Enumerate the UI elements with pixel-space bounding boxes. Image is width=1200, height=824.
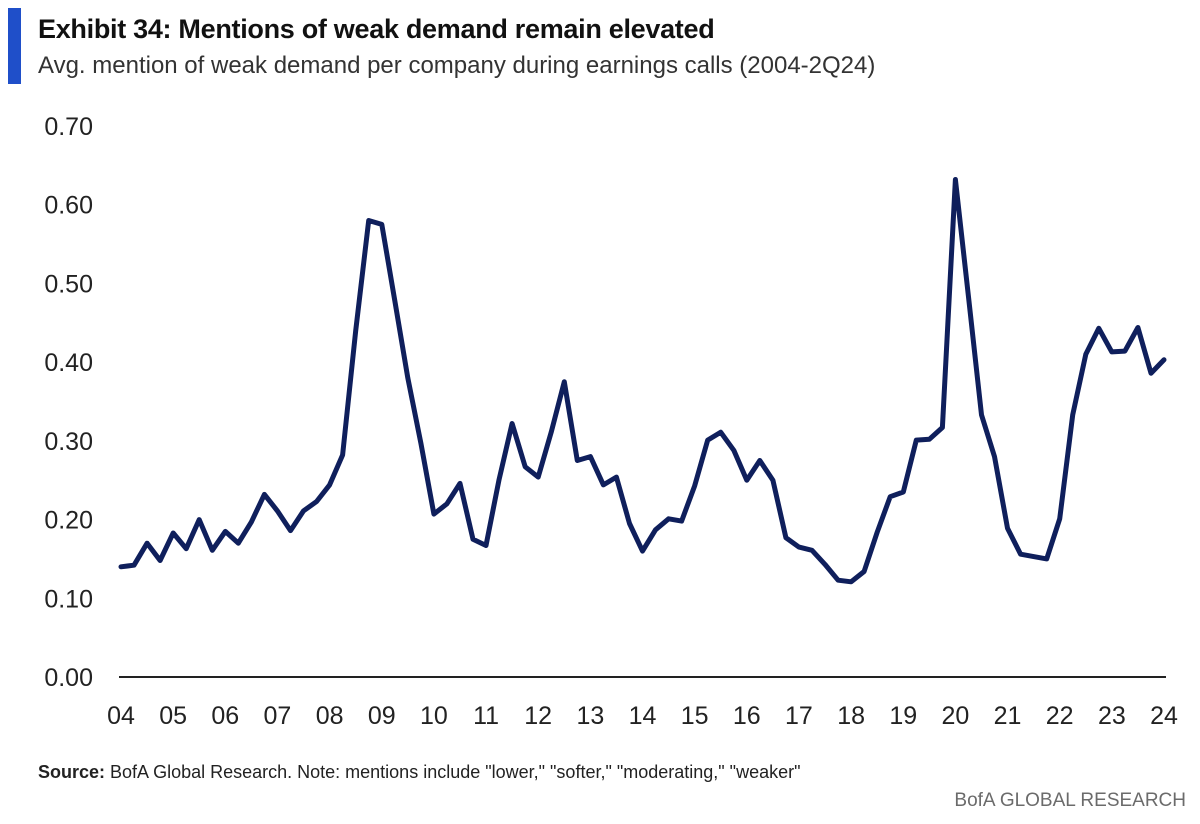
x-tick-label: 06 [211, 702, 239, 730]
x-tick-label: 16 [733, 702, 761, 730]
x-tick-label: 18 [837, 702, 865, 730]
brand-footer: BofA GLOBAL RESEARCH [954, 790, 1186, 811]
chart-title: Exhibit 34: Mentions of weak demand rema… [38, 14, 715, 44]
x-tick-label: 21 [994, 702, 1022, 730]
y-tick-label: 0.30 [44, 428, 93, 456]
x-tick-label: 13 [576, 702, 604, 730]
x-tick-label: 10 [420, 702, 448, 730]
y-tick-label: 0.10 [44, 585, 93, 613]
x-tick-label: 08 [316, 702, 344, 730]
x-tick-label: 20 [941, 702, 969, 730]
x-tick-label: 17 [785, 702, 813, 730]
x-tick-label: 04 [107, 702, 135, 730]
y-tick-label: 0.00 [44, 664, 93, 692]
line-chart: 0.000.100.200.300.400.500.600.70 04 05 06 0… [44, 113, 1178, 730]
x-tick-label: 22 [1046, 702, 1074, 730]
x-tick-label: 24 [1150, 702, 1178, 730]
source-label: Source: [38, 762, 106, 782]
series-line [118, 177, 1167, 585]
x-tick-label: 14 [629, 702, 657, 730]
y-tick-label: 0.50 [44, 270, 93, 298]
x-tick-label: 11 [473, 702, 499, 730]
title-accent-bar [8, 8, 21, 84]
x-tick-label: 23 [1098, 702, 1126, 730]
x-tick-label: 07 [264, 702, 292, 730]
y-tick-label: 0.70 [44, 113, 93, 141]
y-tick-label: 0.20 [44, 507, 93, 535]
y-tick-label: 0.40 [44, 349, 93, 377]
x-tick-label: 19 [889, 702, 917, 730]
x-axis-tick-labels: 04 05 06 07 08 09 10 11 12 13 14 15 16 17 18 19 20 21 22 23… [107, 702, 1178, 730]
x-tick-label: 09 [368, 702, 396, 730]
y-tick-label: 0.60 [44, 192, 93, 220]
y-axis-tick-labels: 0.00 0.10 0.20 0.30 0.40 0.50 0.60 0.70 [44, 113, 93, 692]
source-text: BofA Global Research. Note: mentions inc… [105, 762, 801, 782]
x-tick-label: 15 [681, 702, 709, 730]
chart-subtitle: Avg. mention of weak demand per company … [38, 52, 876, 79]
x-tick-label: 12 [524, 702, 552, 730]
x-tick-label: 05 [159, 702, 187, 730]
source-note: Source: BofA Global Research. Note: ment… [38, 762, 800, 783]
